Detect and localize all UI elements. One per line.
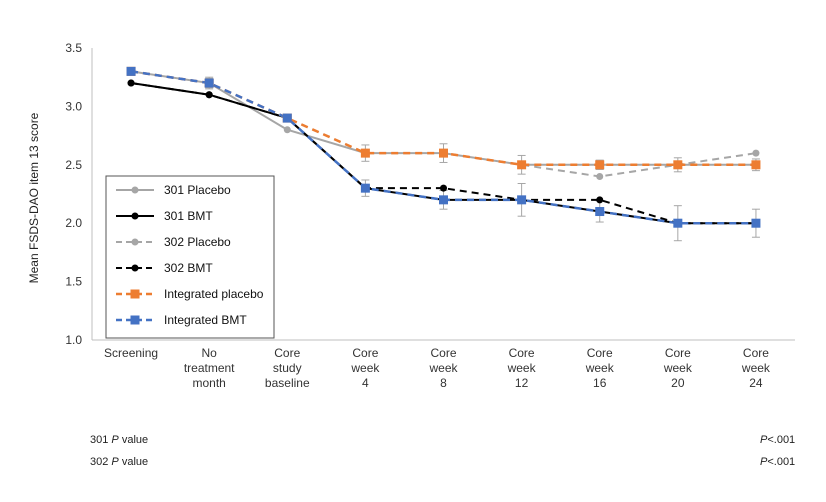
chart-axes: 1.0 1.5 2.0 2.5 3.0 3.5 Mean FSDS-DAO item 13 …: [27, 41, 795, 390]
data-point: [439, 195, 448, 205]
data-point: [517, 195, 527, 205]
legend-swatch-marker: [131, 186, 139, 194]
x-tick-label-line: Core: [665, 346, 691, 360]
series-markers: [126, 66, 761, 228]
data-point: [440, 184, 447, 192]
data-point: [360, 148, 370, 158]
x-tick-label-line: Screening: [104, 346, 158, 360]
legend-swatch-marker: [130, 315, 140, 325]
legend-swatch-marker: [131, 212, 139, 220]
legend-label: 301 BMT: [164, 209, 213, 223]
series-line-302-bmt: [130, 82, 756, 225]
x-tick-label-line: 4: [362, 376, 369, 390]
data-point: [126, 66, 136, 76]
line-chart: 1.0 1.5 2.0 2.5 3.0 3.5 Mean FSDS-DAO item 13 …: [27, 41, 795, 390]
x-tick-label-line: week: [663, 361, 693, 375]
x-tick-label-line: treatment: [184, 361, 235, 375]
x-tick-label: Core week 16: [585, 346, 615, 390]
pvalue-row-302-value: P<.001: [760, 456, 796, 468]
x-tick-label-line: baseline: [265, 376, 310, 390]
chart-legend: 301 Placebo 301 BMT 302 Placebo 302 BMT Inte…: [105, 175, 275, 339]
x-tick-label-line: week: [350, 361, 380, 375]
data-point: [439, 148, 448, 158]
legend-label: 302 BMT: [164, 261, 213, 275]
legend-label: 301 Placebo: [164, 183, 231, 197]
x-tick-label-line: week: [741, 361, 771, 375]
x-tick-label: Core week 8: [428, 346, 458, 390]
data-point: [205, 91, 213, 99]
x-tick-label-line: Core: [352, 346, 378, 360]
legend-label: 302 Placebo: [164, 235, 231, 249]
x-tick-label: Core week 12: [507, 346, 537, 390]
x-tick-label-line: Core: [430, 346, 456, 360]
data-point: [204, 78, 214, 88]
x-tick-label-line: Core: [587, 346, 613, 360]
data-point: [517, 160, 527, 170]
x-tick-label: Screening: [104, 346, 158, 360]
data-point: [596, 172, 604, 180]
pvalue-row-301-value: P<.001: [760, 434, 796, 446]
x-tick-label-line: 8: [440, 376, 447, 390]
x-tick-label-line: Core: [509, 346, 535, 360]
y-tick-label: 3.5: [65, 41, 82, 55]
x-tick-label: Core study baseline: [265, 346, 310, 390]
data-point: [127, 79, 135, 87]
x-tick-label-line: Core: [274, 346, 300, 360]
x-tick-label: Core week 24: [741, 346, 771, 390]
x-tick-label: No treatment month: [184, 346, 235, 390]
data-point: [596, 196, 604, 204]
data-point: [751, 160, 761, 170]
data-point: [752, 149, 760, 157]
legend-swatch-marker: [131, 264, 139, 272]
x-tick-label-line: Core: [743, 346, 769, 360]
data-point: [282, 113, 292, 123]
data-point: [751, 218, 761, 228]
y-tick-label: 2.0: [65, 216, 82, 230]
x-tick-label-line: No: [201, 346, 217, 360]
x-tick-label-line: month: [192, 376, 225, 390]
legend-box: [105, 175, 275, 339]
legend-label: Integrated placebo: [164, 287, 264, 301]
y-axis-title: Mean FSDS-DAO item 13 score: [27, 112, 41, 283]
x-tick-label: Core week 20: [663, 346, 693, 390]
x-tick-label-line: 12: [515, 376, 529, 390]
y-tick-label: 1.0: [65, 333, 82, 347]
x-tick-label-line: week: [507, 361, 537, 375]
y-tick-label: 1.5: [65, 275, 82, 289]
pvalue-row-301-label: 301 P value: [90, 434, 149, 446]
x-tick-label: Core week 4: [350, 346, 380, 390]
data-point: [595, 207, 605, 217]
pvalue-row-302-label: 302 P value: [90, 456, 149, 468]
data-point: [595, 160, 605, 170]
data-point: [360, 183, 370, 193]
data-point: [673, 160, 683, 170]
x-tick-label-line: study: [273, 361, 302, 375]
legend-swatch-marker: [131, 238, 139, 246]
x-tick-label-line: week: [428, 361, 458, 375]
y-tick-label: 2.5: [65, 158, 82, 172]
legend-swatch-marker: [130, 289, 140, 299]
x-tick-label-line: 16: [593, 376, 607, 390]
data-point: [673, 218, 683, 228]
legend-label: Integrated BMT: [164, 313, 247, 327]
y-tick-label: 3.0: [65, 99, 82, 113]
x-tick-label-line: week: [585, 361, 615, 375]
x-tick-label-line: 24: [749, 376, 763, 390]
x-tick-label-line: 20: [671, 376, 685, 390]
data-point: [283, 126, 291, 134]
